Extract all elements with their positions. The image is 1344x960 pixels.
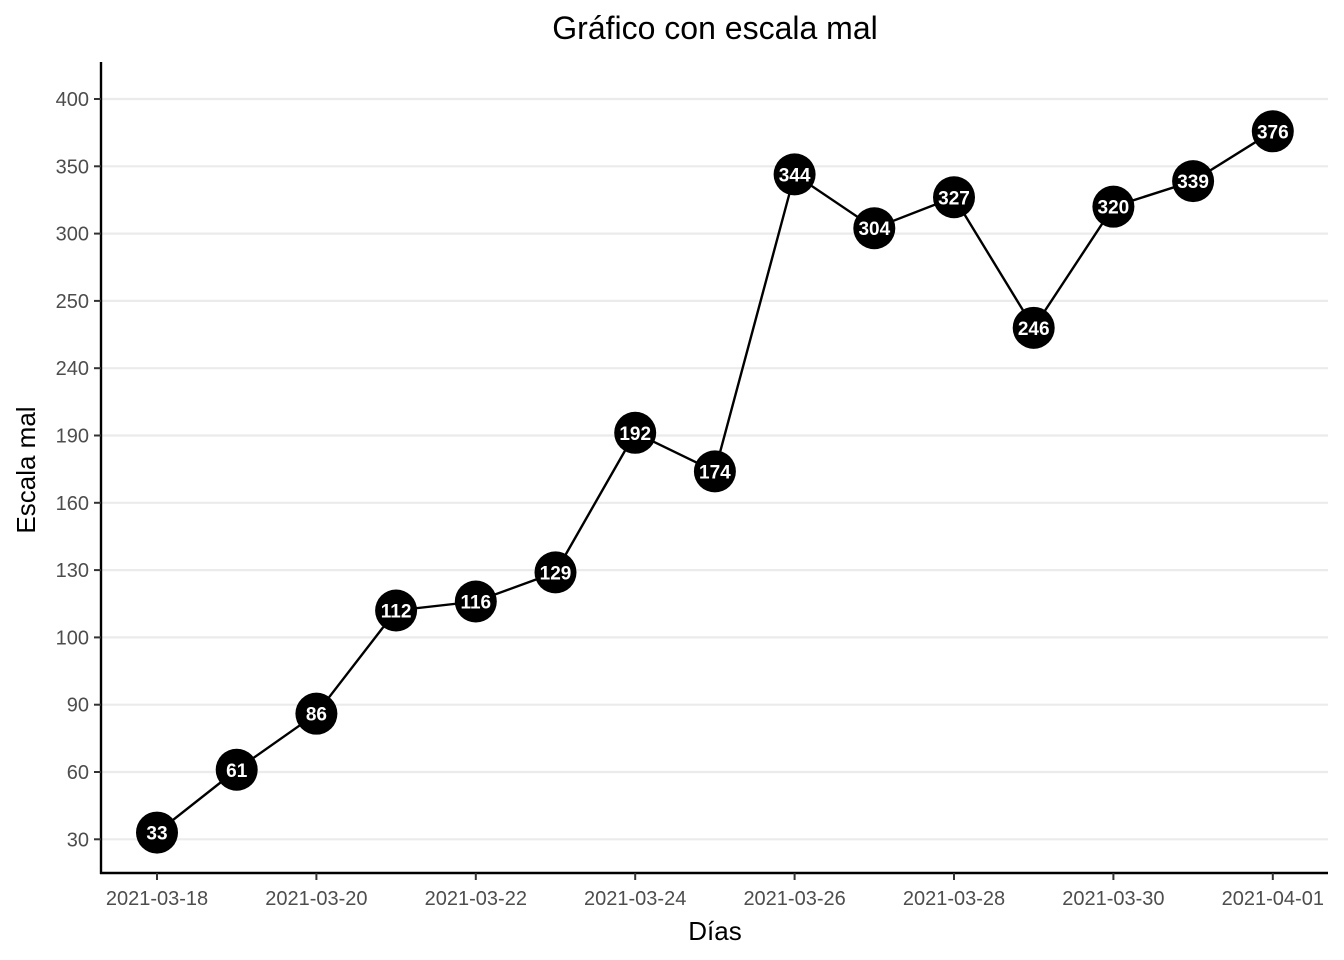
y-tick-label: 160 [56,493,89,515]
axes [99,62,1328,875]
data-point [215,748,258,791]
x-tick-label: 2021-03-26 [743,888,845,910]
data-point [1251,110,1294,153]
y-tick-label: 60 [67,762,89,784]
chart-title: Gráfico con escala mal [552,10,877,46]
x-axis-title: Días [688,916,741,946]
data-label: 327 [938,188,970,209]
x-tick-label: 2021-03-22 [425,888,527,910]
data-point [136,811,178,854]
x-tick-label: 2021-03-20 [265,888,367,910]
data-label: 376 [1257,122,1289,143]
y-tick-label: 30 [67,829,89,851]
data-point [1012,306,1055,349]
x-tick-label: 2021-03-30 [1062,888,1164,910]
data-point [295,692,338,735]
data-point [534,551,577,594]
data-point [853,207,896,250]
data-label: 246 [1018,319,1050,340]
y-tick-label: 130 [56,560,89,582]
data-label: 33 [146,824,167,845]
data-point [375,589,418,632]
y-axis-ticks: 30 60 90 100 130 160 190 240 250 300 350 400 [56,89,101,851]
data-point [1172,160,1215,203]
y-axis-title: Escala mal [11,406,41,533]
y-tick-label: 400 [56,89,89,111]
data-point [693,450,736,493]
data-point [933,176,975,219]
data-label: 192 [619,424,651,445]
y-tick-label: 250 [56,291,89,313]
data-label: 320 [1098,198,1130,219]
y-tick-label: 190 [56,426,89,448]
data-label: 174 [699,462,731,483]
x-tick-label: 2021-03-24 [584,888,686,910]
data-label: 344 [779,165,811,186]
data-point [773,153,816,196]
data-points: 33 61 86 112 116 129 192 174 344 304 327 246 320 339 3… [136,110,1294,854]
data-label: 86 [306,705,327,726]
y-tick-label: 100 [56,627,89,649]
data-point [454,580,497,623]
x-tick-label: 2021-03-28 [903,888,1005,910]
data-label: 112 [381,601,412,622]
data-label: 304 [858,219,890,240]
data-point [1092,185,1135,228]
y-tick-label: 350 [56,156,89,178]
data-label: 339 [1177,172,1209,193]
data-label: 61 [226,761,248,782]
data-label: 129 [540,563,572,584]
data-label: 116 [460,593,491,614]
y-tick-label: 300 [56,224,89,246]
x-axis-ticks: 2021-03-18 2021-03-20 2021-03-22 2021-03-24… [106,873,1324,910]
y-tick-label: 240 [56,358,89,380]
x-tick-label: 2021-04-01 [1222,888,1324,910]
y-tick-label: 90 [67,695,89,717]
data-point [614,411,657,454]
x-tick-label: 2021-03-18 [106,888,208,910]
